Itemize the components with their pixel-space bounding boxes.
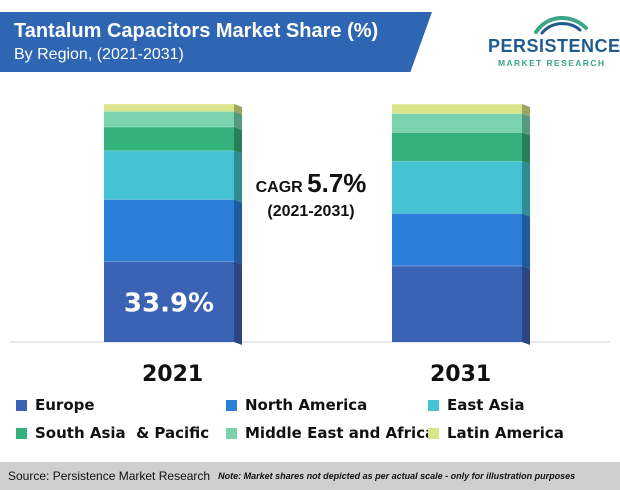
bar-side	[522, 132, 530, 165]
legend-swatch	[16, 427, 27, 439]
chart-subtitle: By Region, (2021-2031)	[14, 46, 184, 63]
legend-swatch	[428, 399, 439, 411]
bar-segment-south-asia-pacific-2031	[392, 132, 530, 165]
bar-side	[522, 104, 530, 117]
legend-label: Latin America	[447, 424, 564, 442]
cagr-label: CAGR	[255, 179, 303, 196]
title-banner: Tantalum Capacitors Market Share (%) By …	[0, 12, 432, 72]
bar-side	[234, 261, 242, 345]
bar-segment-north-america-2031	[392, 212, 530, 269]
bar-face	[104, 261, 234, 342]
logo-swoosh-icon	[534, 16, 588, 35]
bar-face	[104, 199, 234, 262]
bar-side	[234, 111, 242, 130]
bar-side	[234, 199, 242, 265]
bar-segment-north-america-2021	[104, 198, 242, 265]
legend-label: Middle East and Africa	[245, 424, 436, 442]
category-label-2031: 2031	[430, 362, 492, 387]
logo-name: PERSISTENCE	[488, 36, 620, 56]
legend-item-north-america: North America	[226, 396, 367, 414]
legend-swatch	[226, 399, 237, 411]
bar-face	[104, 126, 234, 151]
cagr-period: (2021-2031)	[267, 203, 355, 220]
chart-title: Tantalum Capacitors Market Share (%)	[14, 20, 379, 42]
bar-face	[104, 104, 234, 112]
logo-tagline: MARKET RESEARCH	[498, 58, 606, 68]
bar-segment-east-asia-2021	[104, 150, 242, 203]
legend-label: East Asia	[447, 396, 525, 414]
cagr-value: 5.7%	[307, 168, 367, 198]
legend-swatch	[226, 427, 237, 439]
bar-face	[392, 104, 522, 114]
legend-label: Europe	[35, 396, 95, 414]
legend-label: North America	[245, 396, 368, 414]
bar-face	[392, 113, 522, 133]
bar-face	[392, 161, 522, 214]
legend-item-south-asia-pacific: South Asia & Pacific	[16, 424, 209, 442]
bar-face	[392, 265, 522, 342]
footer-note: Note: Market shares not depicted as per …	[218, 471, 576, 481]
bar-face	[104, 150, 234, 200]
bar-side	[522, 213, 530, 269]
legend-item-europe: Europe	[16, 396, 95, 414]
legend-swatch	[428, 427, 439, 439]
bar-side	[234, 104, 242, 115]
bar-segment-europe-2031	[392, 265, 530, 345]
cagr-callout: CAGR 5.7% (2021-2031)	[248, 168, 374, 221]
legend-label: South Asia & Pacific	[35, 424, 210, 442]
legend-item-latin-america: Latin America	[428, 424, 564, 442]
footer-source: Source: Persistence Market Research	[8, 469, 211, 483]
bar-segment-europe-2021	[104, 260, 242, 345]
data-label-europe-2021: 33.9%	[124, 289, 214, 319]
legend-swatch	[16, 399, 27, 411]
bar-segment-latin-america-2021	[104, 103, 242, 115]
bar-face	[104, 111, 234, 127]
bar-segment-south-asia-pacific-2021	[104, 126, 242, 154]
bar-side	[522, 265, 530, 345]
persistence-logo: PERSISTENCE MARKET RESEARCH	[474, 16, 620, 78]
bar-face	[392, 132, 522, 162]
bar-side	[234, 150, 242, 203]
bar-side	[522, 161, 530, 217]
legend-item-middle-east-africa: Middle East and Africa	[226, 424, 435, 442]
bar-segment-east-asia-2031	[392, 160, 530, 217]
legend-item-east-asia: East Asia	[428, 396, 525, 414]
bar-stack-2031	[392, 103, 530, 345]
footer: Source: Persistence Market Research Note…	[0, 462, 620, 490]
category-label-2021: 2021	[142, 362, 204, 387]
bar-side	[234, 126, 242, 154]
bar-side	[522, 113, 530, 136]
bar-segment-latin-america-2031	[392, 103, 530, 117]
bar-stack-2021	[104, 103, 242, 345]
bar-segment-middle-east-and-africa-2031	[392, 113, 530, 136]
bar-face	[392, 213, 522, 266]
